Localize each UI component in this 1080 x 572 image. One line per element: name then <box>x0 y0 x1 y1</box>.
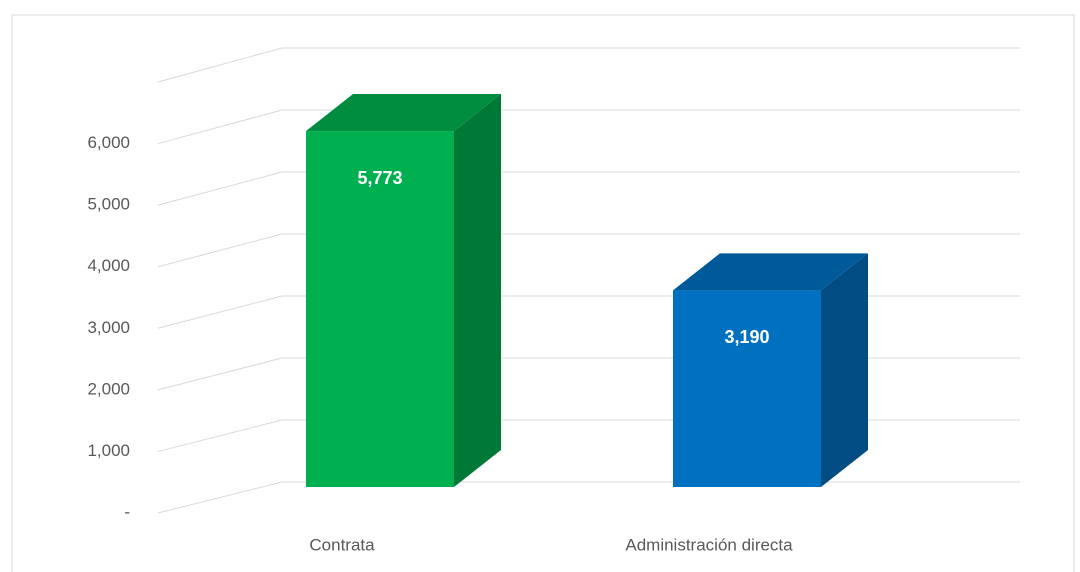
grid-line <box>157 171 283 206</box>
y-tick-label: 4,000 <box>87 256 130 275</box>
y-tick-label: 1,000 <box>87 441 130 460</box>
y-tick-label: 2,000 <box>87 379 130 398</box>
y-tick-label: 3,000 <box>87 318 130 337</box>
bar-side <box>821 253 868 487</box>
grid-line <box>157 295 283 329</box>
grid-line <box>157 357 283 391</box>
bar-top <box>306 94 501 132</box>
y-tick-label: 5,000 <box>87 195 130 214</box>
grid-line <box>157 481 283 514</box>
grid-line <box>157 47 283 83</box>
bar-side <box>454 94 501 487</box>
x-tick-label: Administración directa <box>625 535 793 554</box>
y-tick-label: - <box>124 502 130 521</box>
grid-line <box>157 233 283 268</box>
value-label: 5,773 <box>357 168 402 188</box>
grid-line <box>157 419 283 452</box>
bar <box>306 131 454 487</box>
value-label: 3,190 <box>724 327 769 347</box>
y-tick-label: 6,000 <box>87 133 130 152</box>
chart-frame <box>11 14 1075 572</box>
bar <box>673 290 821 487</box>
x-tick-label: Contrata <box>309 535 375 554</box>
grid-line <box>157 109 283 145</box>
bar-top <box>673 253 868 291</box>
